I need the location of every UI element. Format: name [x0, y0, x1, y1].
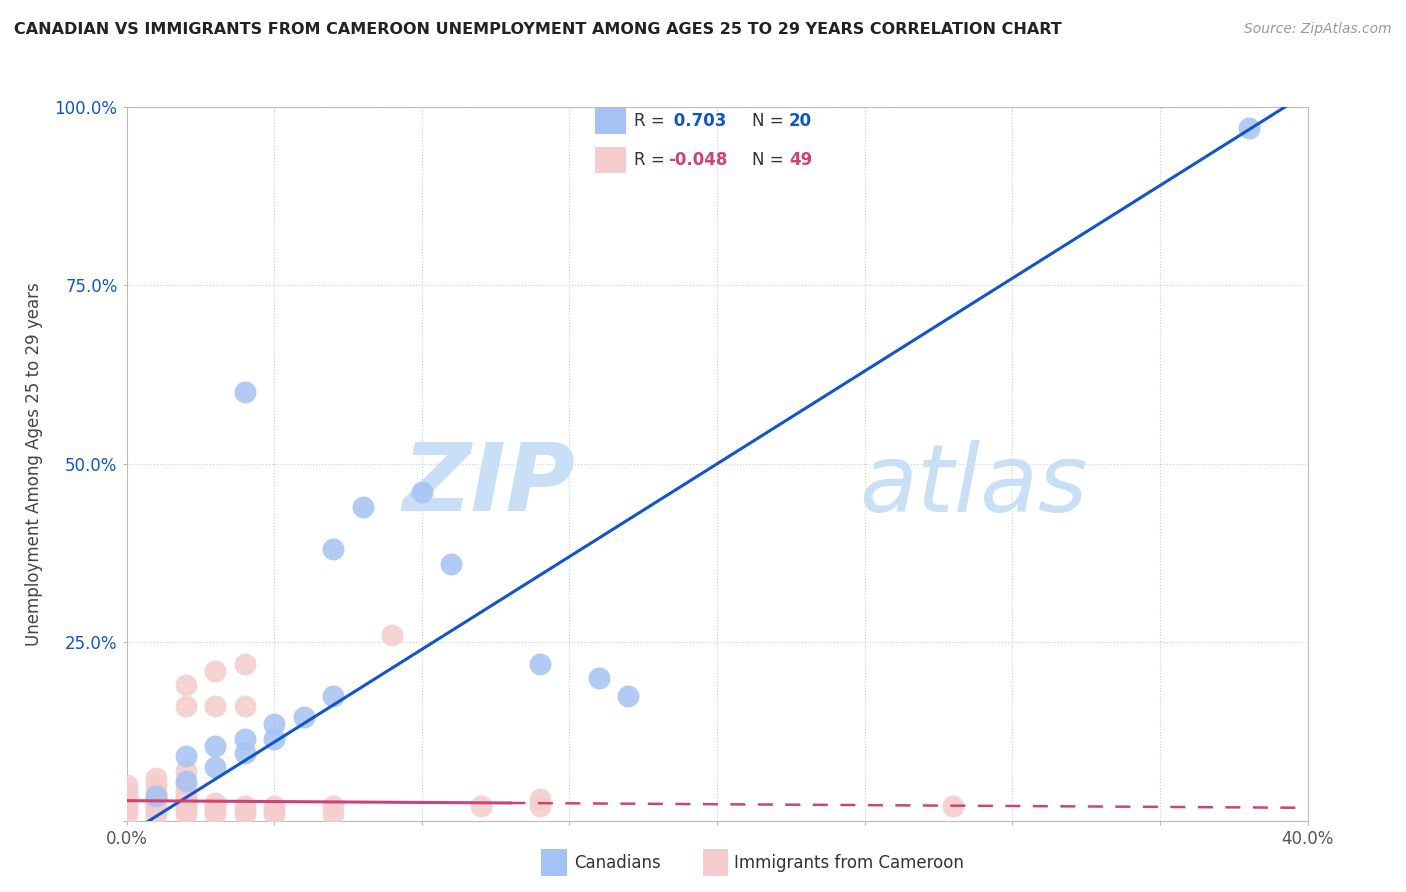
Text: R =: R =	[634, 112, 671, 130]
Point	[174, 749, 197, 764]
Text: ZIP: ZIP	[402, 439, 575, 532]
Point	[942, 799, 965, 814]
Point	[145, 789, 167, 803]
Point	[204, 803, 226, 817]
Point	[233, 731, 256, 746]
Point	[204, 796, 226, 810]
Point	[322, 689, 344, 703]
Point	[529, 657, 551, 671]
Y-axis label: Unemployment Among Ages 25 to 29 years: Unemployment Among Ages 25 to 29 years	[25, 282, 44, 646]
Point	[440, 557, 463, 571]
Point	[174, 806, 197, 821]
Text: Canadians: Canadians	[574, 854, 661, 871]
Point	[322, 799, 344, 814]
Point	[263, 799, 285, 814]
Point	[233, 803, 256, 817]
Point	[174, 778, 197, 792]
Point	[263, 717, 285, 731]
Point	[174, 774, 197, 789]
Text: 49: 49	[789, 151, 813, 169]
Point	[174, 796, 197, 810]
Point	[233, 699, 256, 714]
Point	[233, 385, 256, 400]
Point	[174, 792, 197, 806]
Point	[292, 710, 315, 724]
Point	[145, 806, 167, 821]
Point	[381, 628, 404, 642]
Point	[204, 664, 226, 678]
Point	[115, 799, 138, 814]
Point	[529, 792, 551, 806]
Point	[145, 803, 167, 817]
Text: Source: ZipAtlas.com: Source: ZipAtlas.com	[1244, 22, 1392, 37]
Point	[115, 785, 138, 799]
Point	[145, 792, 167, 806]
Point	[617, 689, 640, 703]
Bar	[595, 108, 626, 134]
Point	[352, 500, 374, 514]
Point	[145, 796, 167, 810]
Point	[322, 806, 344, 821]
Point	[174, 699, 197, 714]
Point	[588, 671, 610, 685]
Point	[233, 806, 256, 821]
Point	[174, 799, 197, 814]
Point	[174, 678, 197, 692]
Text: Immigrants from Cameroon: Immigrants from Cameroon	[734, 854, 963, 871]
Point	[411, 485, 433, 500]
Text: 0.703: 0.703	[668, 112, 727, 130]
Point	[204, 806, 226, 821]
Text: 20: 20	[789, 112, 811, 130]
Text: -0.048: -0.048	[668, 151, 727, 169]
Point	[145, 785, 167, 799]
Point	[145, 799, 167, 814]
Text: R =: R =	[634, 151, 671, 169]
Point	[263, 803, 285, 817]
Point	[115, 806, 138, 821]
Point	[529, 799, 551, 814]
Point	[115, 792, 138, 806]
Point	[174, 789, 197, 803]
Point	[204, 799, 226, 814]
Point	[322, 542, 344, 557]
Point	[145, 771, 167, 785]
Point	[263, 731, 285, 746]
Point	[115, 796, 138, 810]
Point	[233, 746, 256, 760]
Point	[204, 760, 226, 774]
Point	[233, 657, 256, 671]
Bar	[595, 147, 626, 173]
Point	[115, 789, 138, 803]
Point	[233, 799, 256, 814]
Point	[470, 799, 492, 814]
Point	[204, 699, 226, 714]
Text: CANADIAN VS IMMIGRANTS FROM CAMEROON UNEMPLOYMENT AMONG AGES 25 TO 29 YEARS CORR: CANADIAN VS IMMIGRANTS FROM CAMEROON UNE…	[14, 22, 1062, 37]
Point	[174, 764, 197, 778]
Point	[145, 789, 167, 803]
Point	[115, 803, 138, 817]
Point	[145, 778, 167, 792]
Text: atlas: atlas	[859, 440, 1087, 531]
Text: N =: N =	[752, 112, 789, 130]
Point	[204, 739, 226, 753]
Point	[174, 803, 197, 817]
Point	[115, 778, 138, 792]
Point	[174, 785, 197, 799]
Text: N =: N =	[752, 151, 789, 169]
Point	[1237, 121, 1260, 136]
Point	[263, 806, 285, 821]
